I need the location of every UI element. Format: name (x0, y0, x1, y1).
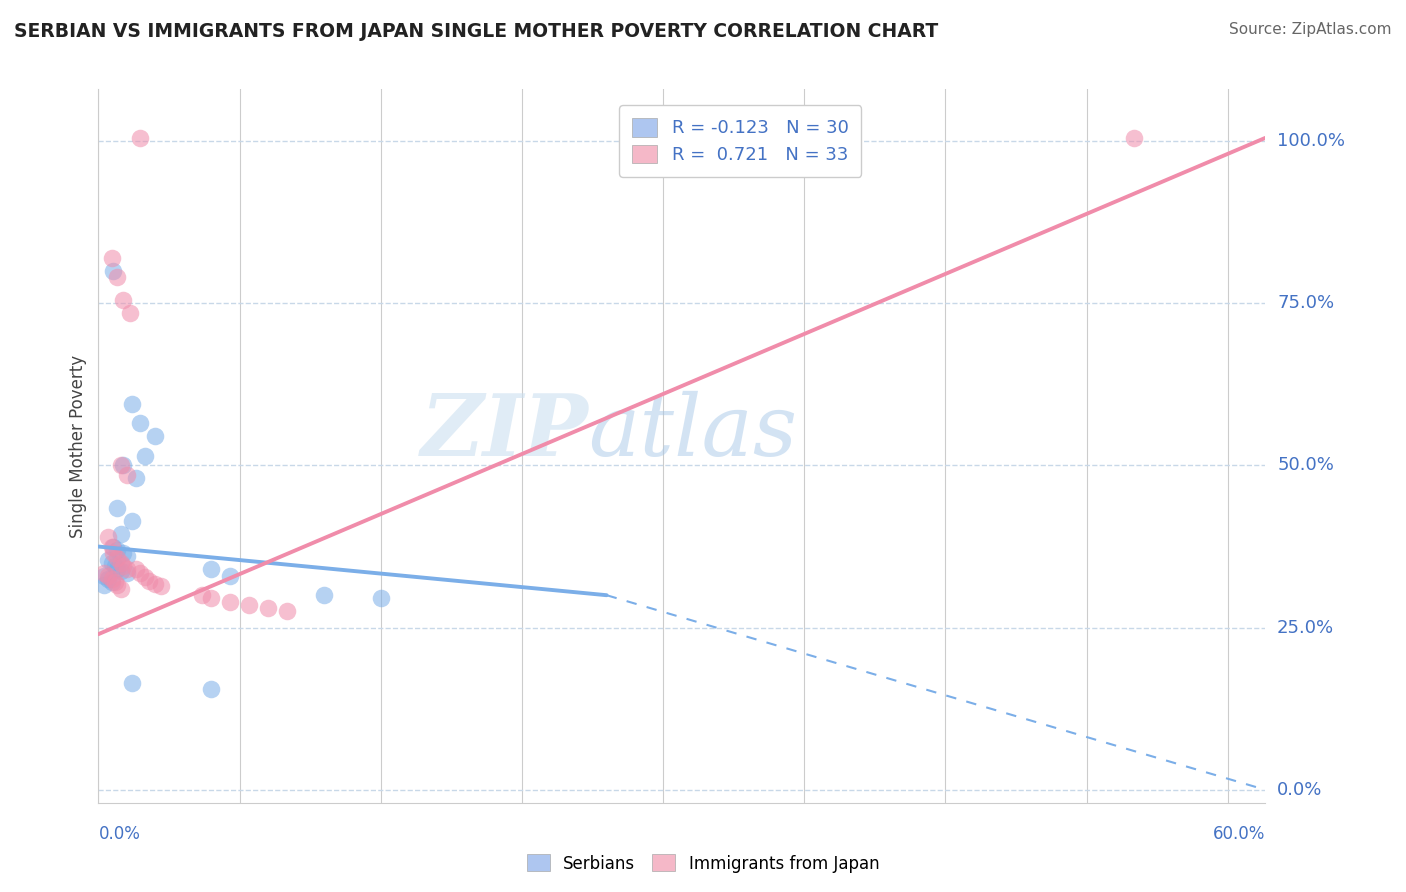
Point (370, 591, 392, 606)
Text: 25.0%: 25.0% (1277, 619, 1334, 637)
Point (103, 546, 125, 560)
Text: 50.0%: 50.0% (1277, 457, 1334, 475)
Point (97, 572, 120, 586)
Point (105, 270, 128, 285)
Point (276, 604, 298, 618)
Point (110, 564, 132, 578)
Point (121, 675, 143, 690)
Point (97, 568, 120, 582)
Point (105, 550, 128, 565)
Point (110, 458, 132, 473)
Point (200, 562, 222, 576)
Point (105, 578, 128, 592)
Point (121, 514, 143, 528)
Text: SERBIAN VS IMMIGRANTS FROM JAPAN SINGLE MOTHER POVERTY CORRELATION CHART: SERBIAN VS IMMIGRANTS FROM JAPAN SINGLE … (14, 22, 938, 41)
Text: ZIP: ZIP (420, 390, 589, 474)
Point (115, 549, 138, 564)
Point (219, 595, 242, 609)
Point (105, 500, 128, 515)
Text: 75.0%: 75.0% (1277, 294, 1334, 312)
Point (100, 556, 122, 570)
Text: 0.0%: 0.0% (98, 825, 141, 843)
Point (115, 562, 138, 576)
Point (128, 417, 150, 431)
Point (110, 556, 132, 570)
Point (115, 566, 138, 580)
Point (143, 429, 166, 443)
Point (1122, 131, 1144, 145)
Point (110, 526, 132, 541)
Point (105, 542, 128, 557)
Text: 0.0%: 0.0% (1277, 780, 1323, 799)
Point (97, 530, 120, 544)
Point (111, 546, 134, 560)
Point (93, 566, 115, 580)
Point (111, 293, 134, 307)
Point (100, 572, 122, 586)
Point (134, 570, 156, 584)
Point (100, 575, 122, 590)
Point (134, 449, 156, 463)
Point (219, 568, 242, 582)
Y-axis label: Single Mother Poverty: Single Mother Poverty (69, 354, 87, 538)
Point (97, 552, 120, 566)
Legend: R = -0.123   N = 30, R =  0.721   N = 33: R = -0.123 N = 30, R = 0.721 N = 33 (619, 105, 862, 177)
Point (125, 471, 148, 485)
Point (138, 574, 160, 588)
Legend: Serbians, Immigrants from Japan: Serbians, Immigrants from Japan (520, 847, 886, 880)
Point (200, 682, 222, 697)
Point (149, 579, 172, 593)
Point (100, 251, 122, 265)
Point (105, 562, 128, 576)
Point (111, 559, 134, 574)
Point (110, 582, 132, 596)
Point (103, 540, 125, 554)
Text: 100.0%: 100.0% (1277, 132, 1346, 150)
Point (128, 566, 150, 580)
Point (111, 458, 134, 473)
Point (143, 576, 166, 591)
Point (104, 559, 127, 574)
Point (128, 131, 150, 145)
Point (125, 562, 148, 576)
Point (238, 598, 260, 612)
Point (314, 588, 336, 602)
Point (191, 588, 214, 602)
Point (103, 264, 125, 278)
Text: 60.0%: 60.0% (1213, 825, 1265, 843)
Text: atlas: atlas (589, 391, 797, 473)
Point (121, 397, 143, 411)
Point (115, 468, 138, 483)
Point (100, 540, 122, 554)
Point (93, 568, 115, 582)
Point (200, 591, 222, 606)
Point (120, 306, 142, 320)
Point (104, 575, 127, 590)
Point (93, 578, 115, 592)
Text: Source: ZipAtlas.com: Source: ZipAtlas.com (1229, 22, 1392, 37)
Point (256, 601, 278, 615)
